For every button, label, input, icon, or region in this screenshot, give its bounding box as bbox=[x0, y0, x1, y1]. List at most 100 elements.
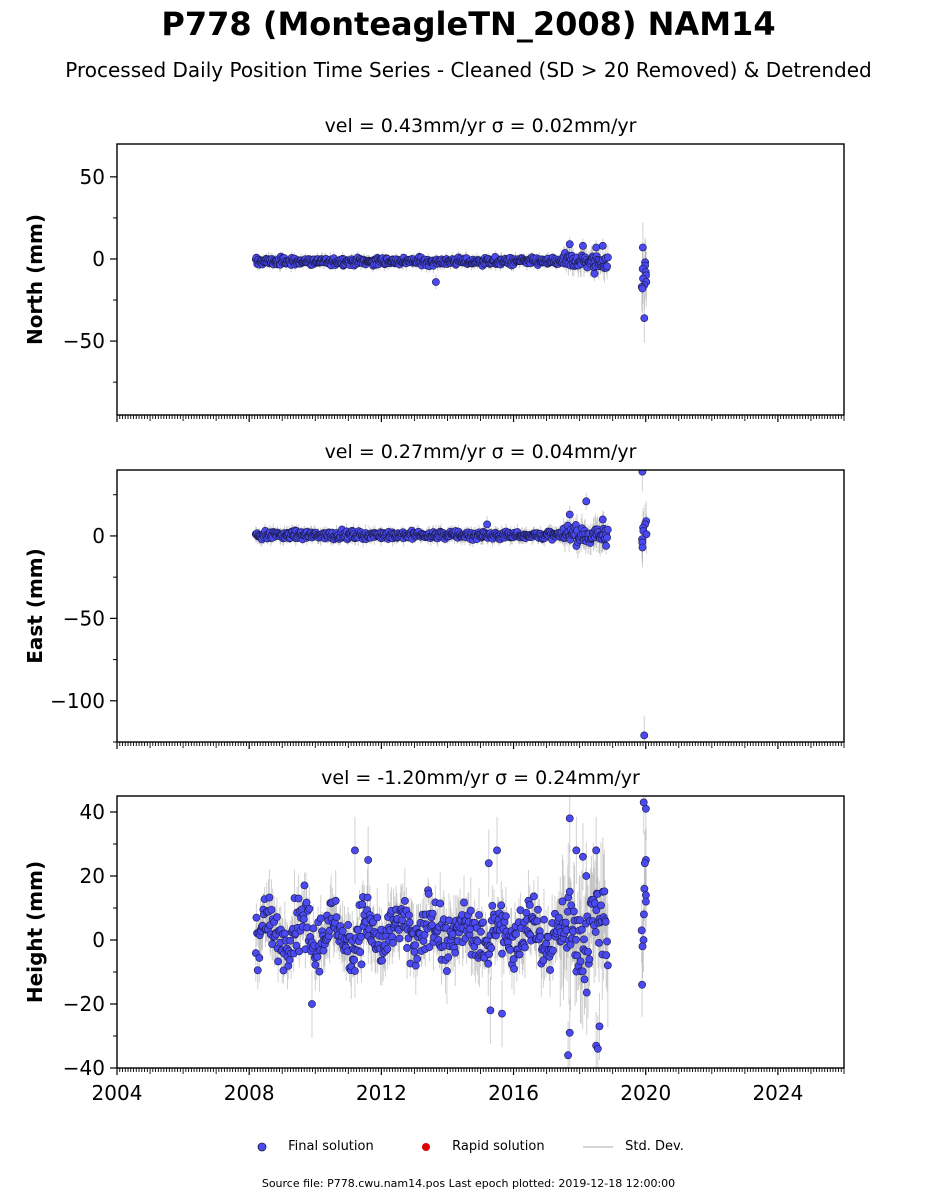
data-point bbox=[316, 914, 325, 923]
data-point bbox=[313, 952, 322, 961]
data-point bbox=[252, 913, 261, 922]
y-axis-label: Height (mm) bbox=[23, 861, 47, 1003]
data-point bbox=[546, 966, 554, 974]
panel-frame bbox=[116, 143, 845, 416]
y-tick-label: 20 bbox=[80, 864, 105, 888]
panel-north: vel = 0.43mm/yr σ = 0.02mm/yr North (mm) 5… bbox=[23, 115, 845, 422]
data-point bbox=[436, 899, 445, 908]
data-point bbox=[569, 907, 578, 916]
data-point bbox=[565, 814, 574, 823]
data-point bbox=[602, 541, 610, 550]
data-point bbox=[351, 967, 359, 975]
data-point bbox=[603, 961, 612, 970]
data-point bbox=[285, 956, 294, 964]
data-point bbox=[502, 912, 510, 921]
data-point bbox=[405, 918, 414, 927]
data-point bbox=[638, 243, 647, 252]
data-point bbox=[351, 846, 359, 855]
data-point bbox=[640, 884, 649, 893]
data-points bbox=[251, 470, 651, 740]
data-point bbox=[639, 936, 648, 944]
data-point bbox=[584, 947, 592, 956]
data-point bbox=[582, 872, 591, 880]
y-tick-label: 50 bbox=[80, 165, 105, 189]
data-point bbox=[509, 955, 518, 964]
data-point bbox=[521, 943, 529, 952]
chart-figure: vel = 0.43mm/yr σ = 0.02mm/yr North (mm) 5… bbox=[23, 115, 845, 1105]
data-point bbox=[484, 959, 493, 968]
data-point bbox=[294, 894, 303, 903]
data-point bbox=[579, 852, 587, 861]
data-point bbox=[576, 957, 585, 966]
data-point bbox=[273, 913, 281, 922]
data-point bbox=[300, 881, 309, 890]
data-point bbox=[476, 927, 485, 936]
data-point bbox=[582, 988, 591, 997]
data-point bbox=[637, 926, 646, 935]
data-point bbox=[332, 913, 341, 922]
data-point bbox=[286, 936, 295, 945]
legend-final-label: Final solution bbox=[288, 1139, 374, 1154]
stddev-bars bbox=[255, 470, 647, 742]
data-point bbox=[597, 901, 605, 910]
data-point bbox=[299, 915, 308, 923]
data-point bbox=[533, 917, 542, 925]
data-point bbox=[603, 262, 611, 271]
y-axis-label: East (mm) bbox=[23, 548, 47, 664]
data-point bbox=[582, 497, 591, 506]
data-point bbox=[444, 953, 453, 962]
x-tick-label: 2004 bbox=[92, 1081, 143, 1105]
data-point bbox=[428, 909, 437, 918]
data-point bbox=[378, 956, 386, 965]
data-point bbox=[448, 930, 457, 939]
data-point bbox=[475, 911, 483, 919]
data-point bbox=[595, 938, 603, 947]
data-point bbox=[558, 897, 567, 906]
legend: Final solution Rapid solution Std. Dev. bbox=[0, 1136, 937, 1158]
data-point bbox=[593, 1044, 602, 1053]
data-point bbox=[573, 951, 582, 960]
data-point bbox=[280, 929, 289, 938]
rapid-marker-icon bbox=[422, 1143, 430, 1151]
panel-height: vel = -1.20mm/yr σ = 0.24mm/yr Height (mm… bbox=[23, 767, 845, 1105]
data-point bbox=[565, 887, 574, 896]
data-point bbox=[267, 905, 276, 914]
data-point bbox=[319, 946, 328, 955]
data-point bbox=[253, 966, 262, 975]
data-point bbox=[598, 515, 607, 524]
data-point bbox=[497, 901, 506, 910]
data-point bbox=[331, 896, 340, 905]
data-point bbox=[443, 967, 451, 975]
data-point bbox=[572, 846, 581, 855]
data-point bbox=[357, 960, 366, 969]
data-point bbox=[493, 846, 501, 855]
y-tick-label: 0 bbox=[92, 247, 105, 271]
data-point bbox=[549, 946, 557, 955]
panel-title: vel = 0.27mm/yr σ = 0.04mm/yr bbox=[325, 441, 637, 463]
data-point bbox=[638, 942, 647, 951]
data-point bbox=[600, 887, 609, 896]
data-point bbox=[364, 856, 373, 864]
data-point bbox=[602, 951, 611, 960]
data-point bbox=[603, 525, 612, 534]
data-point bbox=[555, 913, 563, 922]
final-marker-icon bbox=[257, 1142, 267, 1152]
y-tick-label: 0 bbox=[92, 928, 105, 952]
data-point bbox=[274, 957, 282, 966]
data-point bbox=[311, 960, 320, 969]
data-point bbox=[358, 900, 367, 909]
page-subtitle: Processed Daily Position Time Series - C… bbox=[65, 58, 872, 82]
data-point bbox=[565, 1028, 574, 1037]
data-point bbox=[641, 804, 650, 813]
legend-rapid-label: Rapid solution bbox=[452, 1139, 545, 1154]
data-point bbox=[484, 859, 493, 868]
data-point bbox=[592, 846, 601, 855]
data-point bbox=[592, 243, 601, 252]
data-point bbox=[410, 948, 419, 956]
data-point bbox=[413, 954, 422, 963]
page-title: P778 (MonteagleTN_2008) NAM14 bbox=[161, 5, 776, 43]
y-tick-label: 40 bbox=[80, 800, 105, 824]
data-point bbox=[512, 930, 520, 938]
data-point bbox=[466, 906, 475, 915]
data-point bbox=[411, 961, 420, 970]
